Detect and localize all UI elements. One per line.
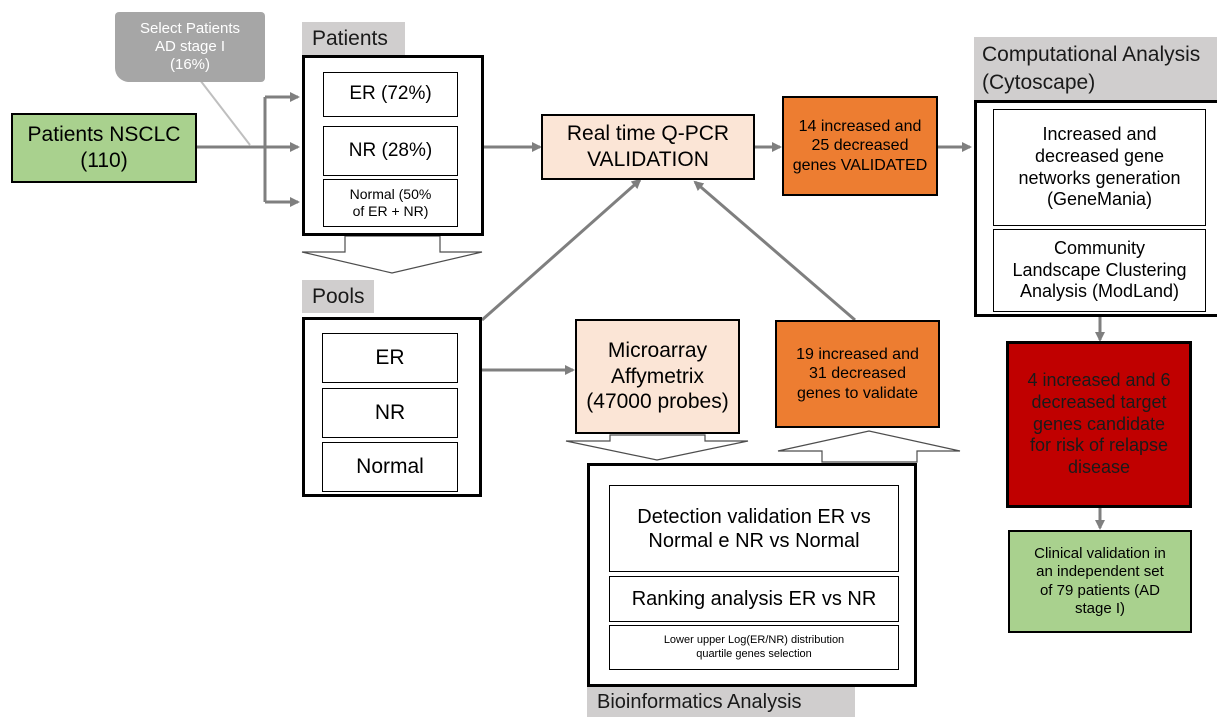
ranking-analysis-box: Ranking analysis ER vs NR bbox=[609, 576, 899, 622]
clinical-validation-box: Clinical validation in an independent se… bbox=[1008, 530, 1192, 633]
patients-label: Patients bbox=[302, 22, 405, 55]
pools-nr-box: NR bbox=[322, 388, 458, 438]
patients-nsclc-box: Patients NSCLC (110) bbox=[11, 113, 197, 183]
pools-group: ER NR Normal bbox=[302, 317, 482, 497]
clustering-analysis-box: Community Landscape Clustering Analysis … bbox=[993, 229, 1206, 312]
callout-pointer bbox=[199, 79, 251, 146]
pools-label: Pools bbox=[302, 280, 374, 313]
arrow-tovalidate-to-qpcr bbox=[693, 180, 856, 322]
microarray-box: Microarray Affymetrix (47000 probes) bbox=[575, 319, 740, 434]
target-genes-candidate-box: 4 increased and 6 decreased target genes… bbox=[1006, 341, 1192, 508]
pools-normal-box: Normal bbox=[322, 442, 458, 492]
genes-validated-box: 14 increased and 25 decreased genes VALI… bbox=[782, 96, 938, 196]
select-patients-callout: Select Patients AD stage I (16%) bbox=[115, 12, 265, 82]
block-arrow-bioinformatics-to-tovalidate bbox=[777, 430, 961, 463]
detection-validation-box: Detection validation ER vs Normal e NR v… bbox=[609, 485, 899, 572]
genes-to-validate-box: 19 increased and 31 decreased genes to v… bbox=[775, 320, 940, 428]
block-arrow-patients-to-pools bbox=[301, 235, 483, 274]
gene-networks-box: Increased and decreased gene networks ge… bbox=[993, 109, 1206, 226]
patients-group: ER (72%) NR (28%) Normal (50% of ER + NR… bbox=[302, 55, 484, 236]
arrow-pools-to-qpcr bbox=[481, 178, 642, 322]
bioinformatics-group: Detection validation ER vs Normal e NR v… bbox=[587, 463, 917, 687]
pools-er-box: ER bbox=[322, 333, 458, 383]
patients-nr-box: NR (28%) bbox=[323, 126, 458, 176]
qpcr-validation-box: Real time Q-PCR VALIDATION bbox=[541, 114, 755, 180]
bioinformatics-label: Bioinformatics Analysis bbox=[587, 687, 855, 717]
block-arrow-microarray-to-bioinformatics bbox=[565, 434, 749, 461]
patients-er-box: ER (72%) bbox=[323, 72, 458, 117]
computational-label: Computational Analysis (Cytoscape) bbox=[974, 37, 1217, 100]
patients-normal-box: Normal (50% of ER + NR) bbox=[323, 179, 458, 227]
quartile-selection-box: Lower upper Log(ER/NR) distribution quar… bbox=[609, 625, 899, 670]
computational-group: Increased and decreased gene networks ge… bbox=[974, 100, 1217, 317]
